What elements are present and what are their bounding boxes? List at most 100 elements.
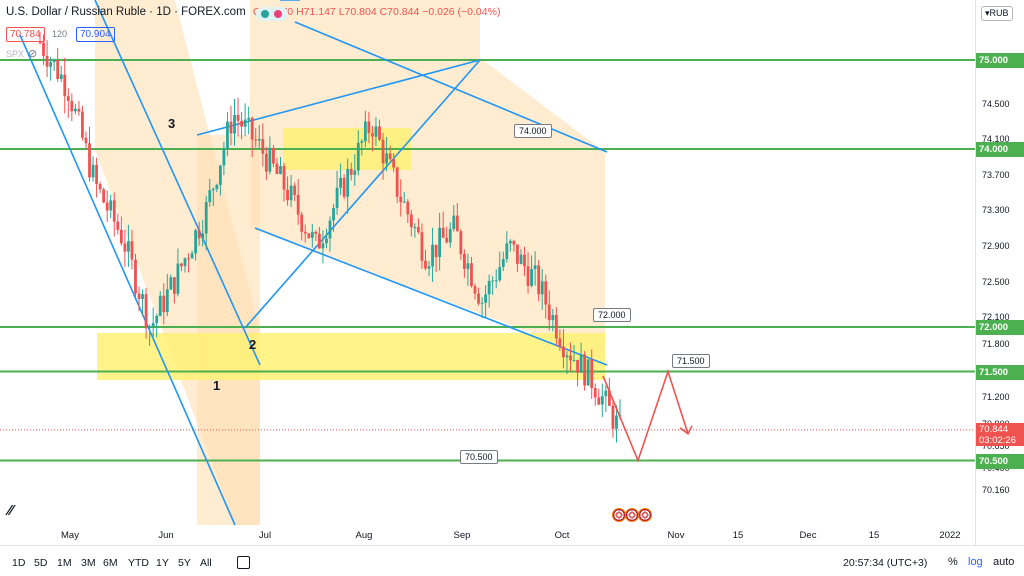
candle-body bbox=[144, 294, 148, 329]
time-tick-label: 15 bbox=[732, 530, 744, 541]
candle-body bbox=[498, 267, 502, 281]
price-tick-label: 71.200 bbox=[982, 392, 1010, 403]
candle-body bbox=[406, 201, 410, 215]
candle-body bbox=[293, 185, 297, 195]
candle-body bbox=[346, 168, 350, 197]
candle-body bbox=[547, 304, 551, 321]
price-tick-label: 72.500 bbox=[982, 276, 1010, 287]
candle-body bbox=[586, 359, 590, 386]
range-all-button[interactable]: All bbox=[200, 557, 212, 569]
range-3m-button[interactable]: 3M bbox=[81, 557, 96, 569]
candle-body bbox=[123, 243, 127, 252]
candle-body bbox=[371, 133, 374, 137]
price-tick-label: 72.100 bbox=[982, 312, 1010, 323]
candle-body bbox=[183, 258, 187, 267]
candle-body bbox=[409, 214, 413, 228]
level-label-71500[interactable]: 71.500 bbox=[672, 354, 710, 368]
candle-body bbox=[162, 295, 166, 313]
candle-body bbox=[431, 244, 434, 267]
buy-price-chip[interactable]: 70.904 bbox=[76, 27, 115, 42]
candle-body bbox=[63, 74, 67, 97]
candle-body bbox=[424, 260, 427, 269]
candle-body bbox=[49, 62, 53, 67]
candle-body bbox=[470, 263, 473, 287]
range-5y-button[interactable]: 5Y bbox=[178, 557, 191, 569]
candle-body bbox=[388, 153, 392, 160]
candle-body bbox=[222, 148, 226, 166]
level-label-70500[interactable]: 70.500 bbox=[460, 450, 498, 464]
candle-body bbox=[197, 230, 201, 239]
candle-body bbox=[516, 244, 519, 264]
candle-body bbox=[155, 315, 159, 324]
wave-label-1: 1 bbox=[213, 378, 221, 393]
candle-body bbox=[102, 189, 106, 203]
us-flag-icon[interactable] bbox=[612, 508, 626, 522]
price-chart[interactable] bbox=[0, 0, 975, 545]
change-value: −0.026 (−0.04%) bbox=[422, 6, 501, 18]
time-tick-label: Oct bbox=[554, 530, 570, 541]
candle-body bbox=[226, 121, 229, 149]
calendar-icon[interactable] bbox=[237, 556, 250, 569]
clock-display[interactable]: 20:57:34 (UTC+3) bbox=[843, 557, 928, 569]
candle-body bbox=[148, 326, 152, 329]
log-scale-button[interactable]: log bbox=[968, 556, 983, 568]
candle-body bbox=[413, 227, 417, 229]
candle-body bbox=[339, 177, 343, 188]
chart-pane[interactable]: U.S. Dollar / Russian Ruble · 1D · FOREX… bbox=[0, 0, 975, 545]
symbol-title[interactable]: U.S. Dollar / Russian Ruble · 1D · FOREX… bbox=[6, 6, 246, 18]
range-ytd-button[interactable]: YTD bbox=[128, 557, 149, 569]
currency-selector[interactable]: ▾RUB bbox=[981, 6, 1013, 21]
time-axis[interactable]: May Jun Jul Aug Sep Oct Nov 15 Dec 15 2022 bbox=[0, 526, 975, 545]
us-flag-icon[interactable] bbox=[638, 508, 652, 522]
candle-body bbox=[286, 189, 289, 201]
candle-body bbox=[356, 142, 360, 171]
candle-body bbox=[484, 294, 488, 303]
candle-body bbox=[204, 202, 208, 234]
candle-body bbox=[395, 167, 399, 197]
trend-channel-line bbox=[19, 34, 236, 526]
candle-body bbox=[544, 281, 548, 305]
range-5d-button[interactable]: 5D bbox=[34, 557, 48, 569]
candle-body bbox=[434, 244, 438, 258]
candle-body bbox=[455, 215, 459, 232]
candle-body bbox=[579, 354, 583, 373]
time-tick-label: Jul bbox=[258, 530, 272, 541]
candle-body bbox=[187, 258, 190, 260]
indicator-toggle[interactable] bbox=[256, 7, 288, 21]
eye-slash-icon[interactable]: ⊘ bbox=[28, 48, 38, 60]
time-tick-label: Sep bbox=[453, 530, 471, 541]
candle-body bbox=[508, 240, 512, 244]
candle-body bbox=[353, 170, 357, 175]
candle-body bbox=[211, 188, 215, 191]
candle-body bbox=[360, 141, 364, 143]
candle-body bbox=[257, 139, 261, 141]
auto-scale-button[interactable]: auto bbox=[993, 556, 1015, 568]
price-tick-label: 73.700 bbox=[982, 169, 1010, 180]
range-1m-button[interactable]: 1M bbox=[57, 557, 72, 569]
last-price-value: 70.844 bbox=[979, 423, 1009, 435]
candle-body bbox=[176, 263, 180, 294]
price-axis[interactable]: 74.500 74.100 73.700 73.300 72.900 72.500 72.1… bbox=[975, 0, 1024, 545]
tradingview-logo[interactable]: ⁄⁄ bbox=[8, 502, 14, 519]
candle-body bbox=[66, 96, 70, 101]
candle-body bbox=[38, 42, 42, 44]
range-1y-button[interactable]: 1Y bbox=[156, 557, 169, 569]
economic-events-flags[interactable] bbox=[612, 508, 656, 522]
level-price-tag: 72.000 bbox=[976, 320, 1024, 335]
level-label-72000[interactable]: 72.000 bbox=[593, 308, 631, 322]
range-6m-button[interactable]: 6M bbox=[103, 557, 118, 569]
candle-body bbox=[402, 201, 406, 203]
sell-price-chip[interactable]: 70.784 bbox=[6, 27, 45, 42]
level-label-74000[interactable]: 74.000 bbox=[514, 124, 552, 138]
us-flag-icon[interactable] bbox=[625, 508, 639, 522]
candle-body bbox=[615, 415, 618, 429]
candle-body bbox=[134, 259, 137, 294]
candle-body bbox=[98, 183, 102, 190]
candle-body bbox=[335, 187, 339, 209]
percent-scale-button[interactable]: % bbox=[948, 556, 958, 568]
range-1d-button[interactable]: 1D bbox=[12, 557, 26, 569]
projection-path bbox=[602, 368, 689, 463]
trend-channel-line bbox=[244, 59, 481, 329]
time-tick-label: May bbox=[61, 530, 79, 541]
candle-body bbox=[572, 359, 576, 361]
